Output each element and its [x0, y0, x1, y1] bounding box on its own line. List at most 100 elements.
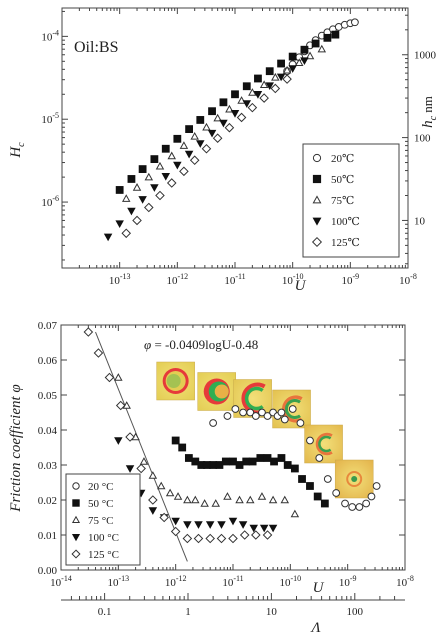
lambda-tick-label: 10 — [266, 606, 278, 618]
data-point — [167, 151, 176, 160]
y2-axis-label: hc nm — [420, 96, 439, 128]
data-point — [235, 495, 244, 504]
pattern-spot — [166, 374, 181, 388]
data-point — [138, 165, 147, 173]
data-point — [148, 495, 158, 505]
data-point — [282, 74, 292, 84]
x-axis-label: U — [295, 278, 307, 294]
data-point — [179, 141, 189, 149]
data-point — [212, 133, 223, 143]
data-point — [193, 533, 204, 544]
data-point — [248, 88, 257, 96]
data-point — [277, 454, 286, 462]
data-point — [159, 512, 169, 523]
legend-marker — [312, 195, 322, 204]
data-point — [144, 202, 154, 213]
data-point — [219, 119, 228, 128]
y-tick-label: 0.03 — [38, 460, 58, 472]
data-point — [215, 461, 224, 469]
fit-line — [95, 331, 188, 562]
data-point — [231, 90, 239, 99]
data-point — [184, 150, 194, 159]
data-point — [367, 492, 376, 501]
data-point — [323, 33, 332, 42]
data-point — [125, 465, 135, 473]
data-point — [270, 83, 281, 94]
data-point — [231, 405, 240, 413]
x-axis-label: U — [313, 580, 325, 596]
data-point — [350, 18, 359, 27]
y2-tick-label: 100 — [414, 133, 431, 145]
data-point — [372, 482, 381, 490]
legend-marker — [312, 153, 322, 163]
data-point — [189, 155, 200, 166]
data-point — [296, 419, 305, 427]
data-point — [213, 113, 222, 122]
data-point — [202, 122, 211, 131]
data-point — [229, 457, 237, 466]
data-point — [161, 173, 171, 181]
data-point — [223, 492, 232, 500]
data-point — [161, 144, 170, 153]
lambda-tick-label: 0.1 — [98, 606, 112, 618]
data-point — [230, 110, 240, 118]
data-point — [156, 481, 166, 490]
data-point — [150, 155, 159, 164]
legend-label: 50 °C — [88, 498, 114, 510]
data-point — [305, 51, 315, 60]
data-point — [115, 400, 126, 411]
legend-label: 100 °C — [88, 532, 119, 544]
data-point — [262, 530, 273, 540]
data-point — [268, 495, 278, 504]
data-point — [173, 134, 182, 143]
data-point — [294, 58, 304, 66]
pattern-core — [214, 384, 229, 399]
data-point — [263, 412, 272, 420]
data-point — [306, 436, 314, 445]
data-point — [259, 93, 269, 103]
data-point — [171, 436, 180, 445]
y-tick-label: 0.00 — [38, 565, 58, 577]
data-point — [144, 172, 154, 181]
data-point — [191, 495, 200, 504]
data-point — [290, 464, 299, 473]
data-point — [103, 233, 113, 242]
x-tick-label: 10-14 — [50, 574, 72, 589]
data-point — [165, 488, 175, 497]
data-point — [280, 495, 290, 504]
pattern-dot — [351, 476, 358, 482]
data-point — [185, 125, 194, 133]
data-point — [208, 107, 216, 116]
data-point — [288, 405, 297, 413]
data-point — [265, 82, 274, 90]
data-point — [166, 178, 177, 188]
legend-marker — [71, 533, 81, 542]
data-point — [127, 175, 136, 183]
interference-image-1 — [156, 361, 195, 401]
data-point — [300, 57, 309, 66]
data-point — [348, 503, 357, 511]
data-point — [121, 228, 132, 239]
data-point — [173, 161, 182, 170]
data-point — [355, 503, 364, 511]
data-point — [341, 499, 349, 508]
data-point — [300, 45, 309, 54]
lambda-axis-label: Λ — [309, 620, 320, 636]
lambda-tick-label: 100 — [347, 606, 364, 618]
legend-box — [65, 473, 141, 566]
data-point — [114, 437, 123, 445]
legend-label: 75 °C — [88, 515, 114, 527]
data-point — [104, 372, 115, 383]
data-point — [224, 122, 235, 133]
data-point — [265, 67, 274, 76]
fit-equation: φ = -0.0409logU-0.48 — [144, 337, 258, 352]
data-point — [277, 59, 285, 68]
x-tick-label: 10-10 — [279, 574, 301, 589]
data-point — [276, 73, 286, 82]
x-tick-label: 10-8 — [399, 272, 417, 287]
legend-marker — [311, 236, 323, 248]
data-point — [311, 39, 320, 48]
data-point — [148, 471, 158, 479]
data-point — [259, 524, 269, 533]
x-tick-label: 10-10 — [282, 272, 304, 287]
